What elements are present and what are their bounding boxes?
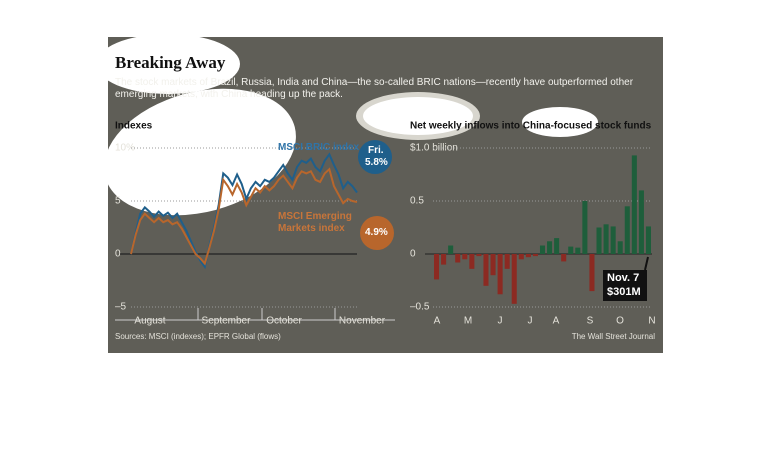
bar <box>617 241 623 254</box>
x-tick-label: N <box>648 316 655 327</box>
series-line <box>130 152 358 270</box>
subtitle: The stock markets of Brazil, Russia, Ind… <box>115 77 634 100</box>
x-tick-label: September <box>202 316 252 327</box>
y-tick-label: 0 <box>115 249 121 260</box>
annotation: $301M <box>607 286 641 298</box>
annotation-circle <box>358 140 392 174</box>
y-tick-label: –5 <box>115 302 127 313</box>
title: Breaking Away <box>115 53 226 72</box>
annotation: Nov. 7 <box>607 272 640 284</box>
y-tick-label: 5 <box>115 196 121 207</box>
legend-label: MSCI Emerging Markets index <box>278 211 352 234</box>
bar <box>497 254 503 295</box>
y-tick-label: 0 <box>410 249 416 260</box>
bar <box>631 155 637 254</box>
bar <box>525 254 531 258</box>
x-tick-label: A <box>434 316 441 327</box>
blob <box>522 107 598 137</box>
bar <box>476 254 482 257</box>
blob <box>104 88 296 216</box>
x-tick-label: August <box>134 316 165 327</box>
bar <box>589 254 595 292</box>
bar <box>638 190 644 254</box>
bar <box>490 254 496 276</box>
credit: The Wall Street Journal <box>572 332 656 341</box>
bar <box>575 247 581 254</box>
bar <box>504 254 510 269</box>
bar <box>532 254 538 257</box>
bar <box>448 245 454 254</box>
bar <box>455 254 461 263</box>
bar <box>441 254 447 265</box>
x-tick-label: O <box>616 316 624 327</box>
y-tick-label: 10% <box>115 143 135 154</box>
x-tick-label: October <box>266 316 302 327</box>
chart-title: Indexes <box>115 121 153 132</box>
series-line <box>130 167 358 266</box>
x-tick-label: November <box>339 316 386 327</box>
annotation-circle <box>360 216 394 250</box>
bar <box>561 254 567 262</box>
bar <box>434 254 440 280</box>
bar <box>547 241 553 254</box>
blob <box>363 97 473 135</box>
x-tick-label: J <box>528 316 533 327</box>
bar <box>554 238 560 254</box>
legend-label: MSCI BRIC index <box>278 142 360 153</box>
bar <box>645 226 651 254</box>
chart-title: Net weekly inflows into China-focused st… <box>410 121 652 132</box>
y-tick-label: 0.5 <box>410 196 424 207</box>
bar <box>518 254 524 260</box>
bar <box>610 226 616 254</box>
x-tick-label: A <box>553 316 560 327</box>
bar <box>483 254 489 286</box>
bar <box>469 254 475 269</box>
annotation: Fri. <box>368 145 384 156</box>
bar <box>624 206 630 254</box>
bar <box>462 254 468 260</box>
bar <box>511 254 517 304</box>
annotation-pointer <box>644 256 649 271</box>
x-tick-label: J <box>498 316 503 327</box>
x-tick-label: S <box>587 316 594 327</box>
annotation: 5.8% <box>365 157 388 168</box>
x-tick-label: M <box>464 316 472 327</box>
blob <box>96 34 240 94</box>
y-tick-label: –0.5 <box>410 302 430 313</box>
bar <box>596 227 602 254</box>
annotation: 4.9% <box>365 227 388 238</box>
overlay-blobs <box>96 34 598 216</box>
bar <box>582 201 588 254</box>
bar <box>568 246 574 254</box>
source: Sources: MSCI (indexes); EPFR Global (fl… <box>115 332 281 341</box>
bar <box>603 224 609 254</box>
bar <box>539 245 546 254</box>
annotation-box <box>603 270 647 301</box>
